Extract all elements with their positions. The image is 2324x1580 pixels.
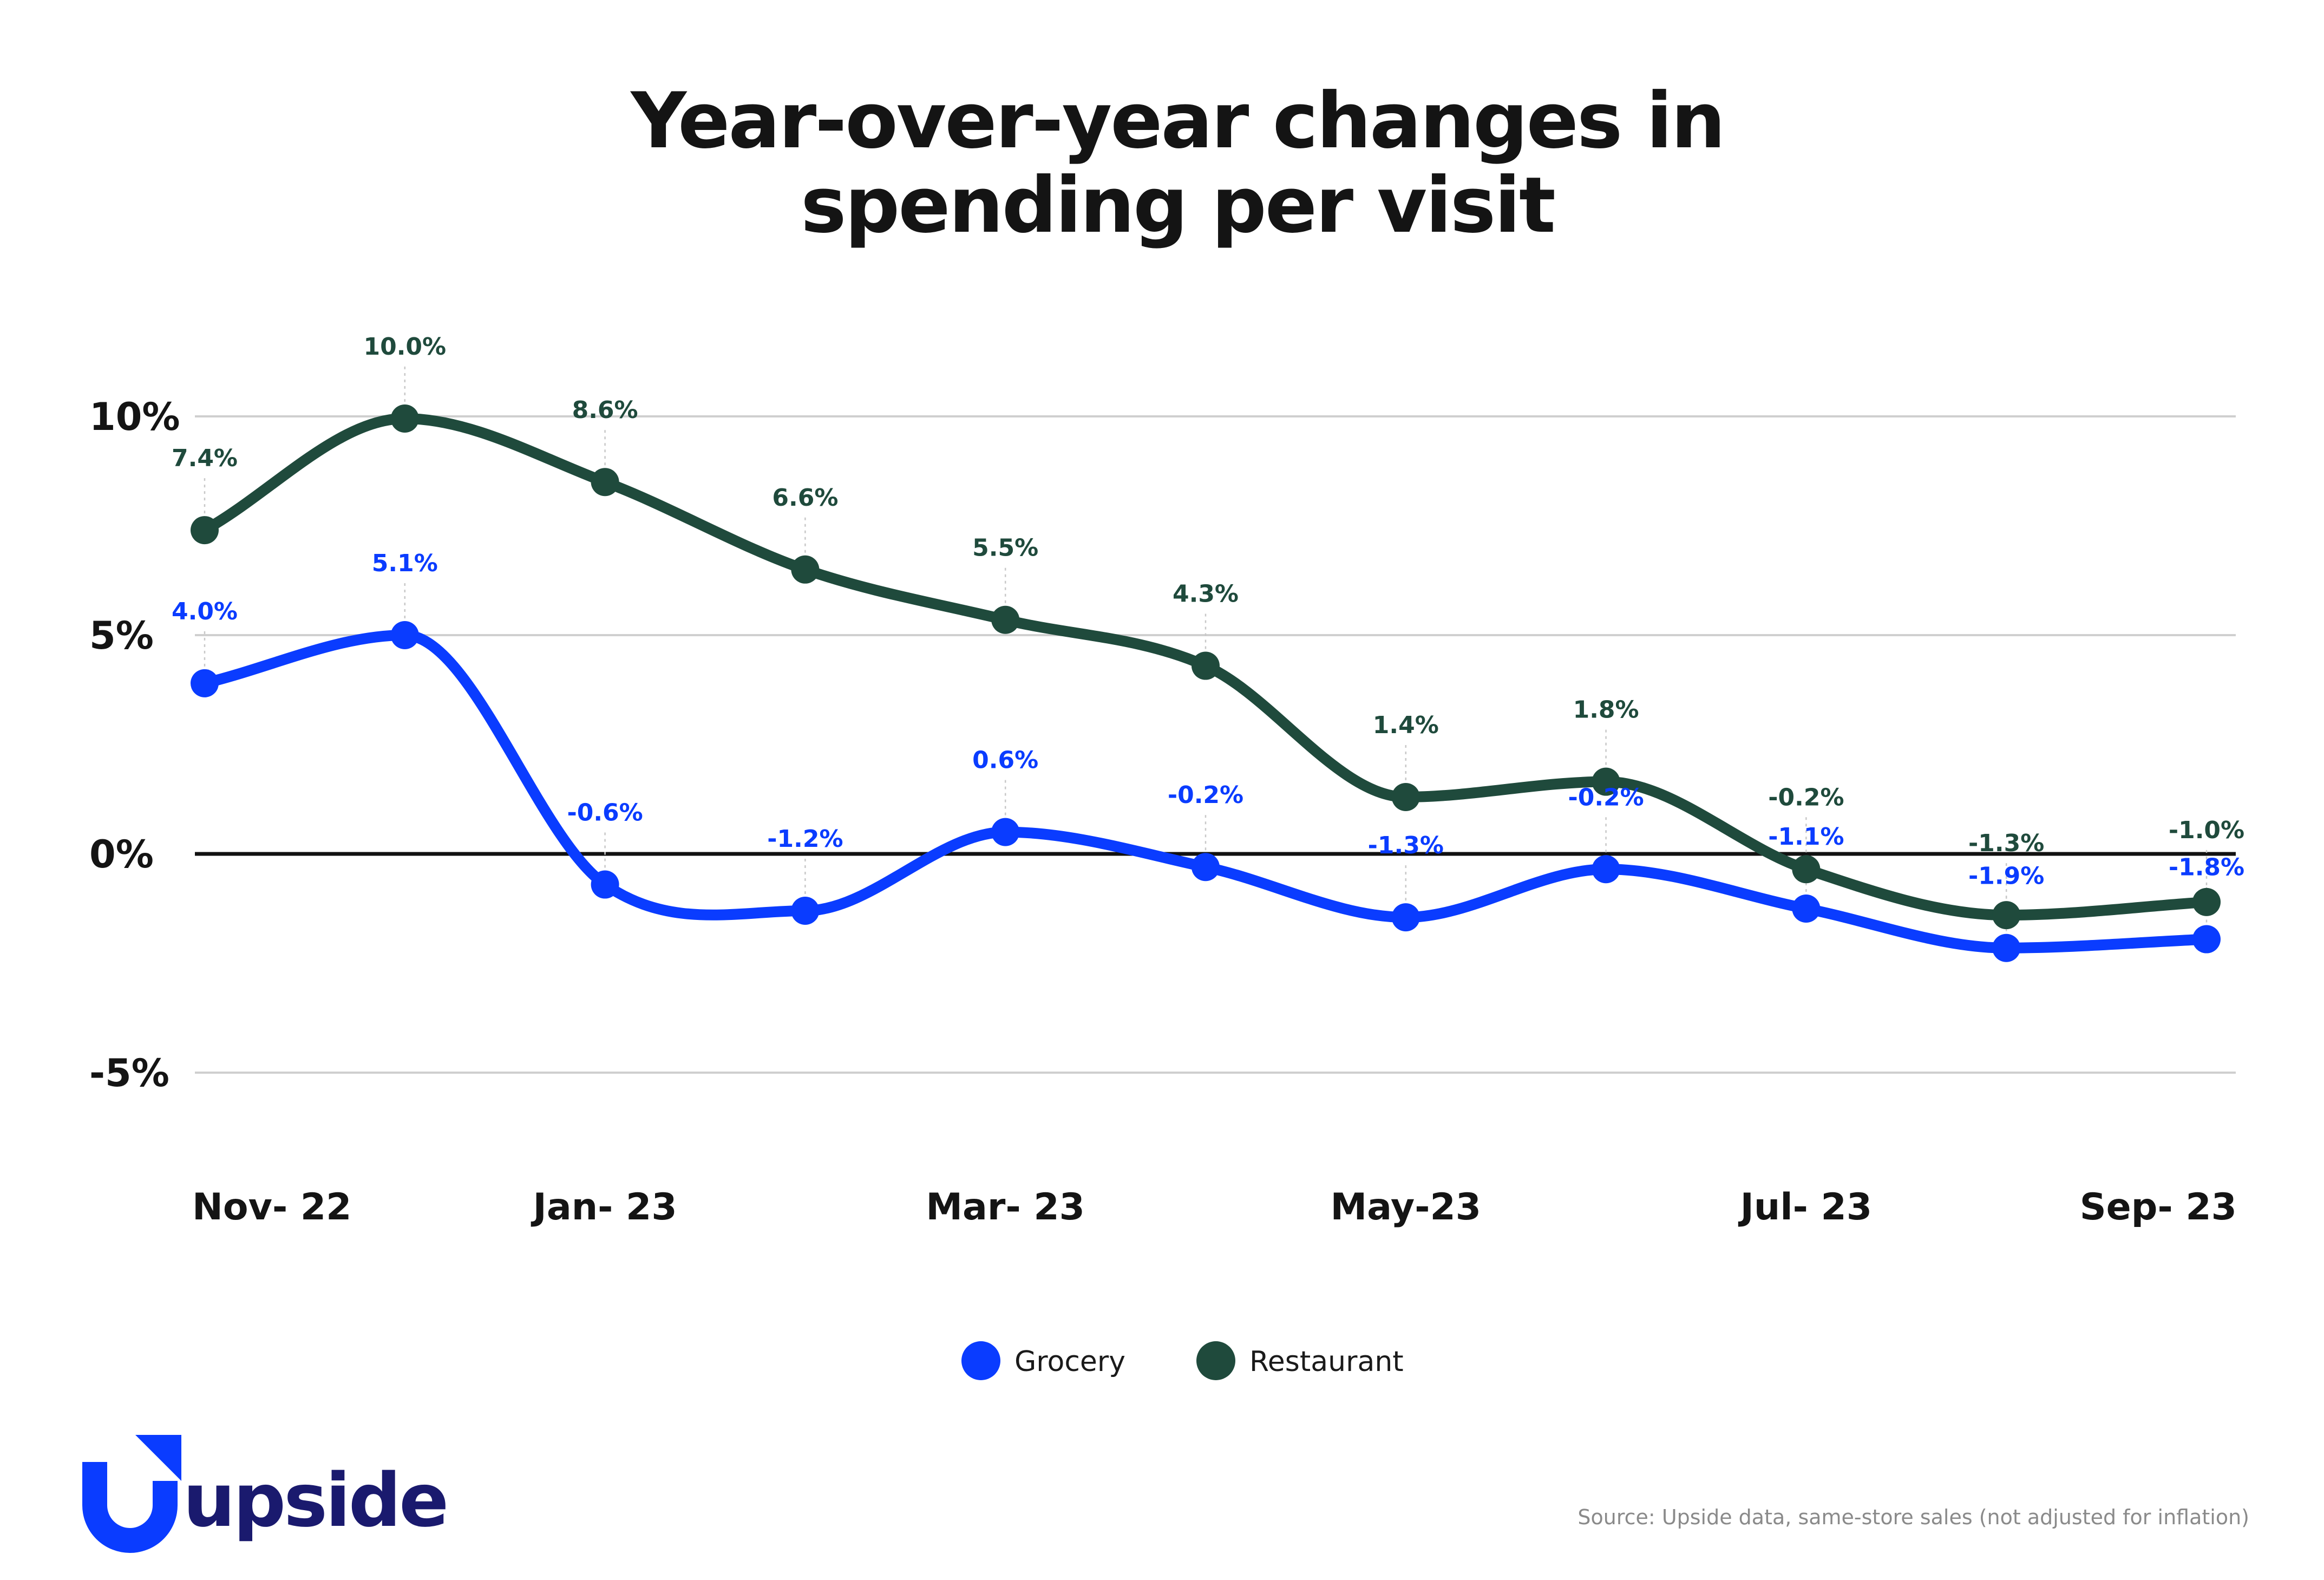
- y-tick-label: 0%: [89, 832, 154, 877]
- legend: Grocery Restaurant: [961, 1341, 1404, 1380]
- data-label-restaurant: 1.8%: [1573, 696, 1639, 724]
- data-point-grocery[interactable]: [591, 870, 619, 899]
- chart-title: Year-over-year changes in spending per v…: [630, 76, 1725, 250]
- x-tick-label: May-23: [1330, 1186, 1481, 1229]
- data-point-grocery[interactable]: [1592, 855, 1620, 884]
- data-point-restaurant[interactable]: [591, 468, 619, 497]
- legend-swatch-grocery: [961, 1341, 1000, 1380]
- x-tick-label: Jul- 23: [1738, 1186, 1873, 1229]
- data-label-grocery: -1.2%: [767, 825, 843, 853]
- y-tick-label: -5%: [89, 1051, 169, 1095]
- data-label-restaurant: 7.4%: [172, 445, 238, 472]
- label-leaders: [204, 367, 2208, 932]
- data-label-restaurant: 4.3%: [1173, 580, 1239, 608]
- data-point-grocery[interactable]: [390, 621, 419, 649]
- grid: [195, 415, 2236, 1074]
- chart-title-line-1: Year-over-year changes in: [630, 76, 1724, 166]
- legend-item-restaurant[interactable]: Restaurant: [1196, 1341, 1404, 1380]
- x-tick-label: Mar- 23: [926, 1186, 1085, 1229]
- data-label-restaurant: -0.2%: [1768, 784, 1844, 811]
- data-label-restaurant: 8.6%: [572, 396, 638, 424]
- data-label-restaurant: 10.0%: [363, 333, 446, 361]
- data-label-grocery: -0.6%: [567, 799, 643, 827]
- legend-label-grocery: Grocery: [1014, 1346, 1125, 1378]
- data-point-restaurant[interactable]: [1391, 782, 1420, 811]
- x-tick-label: Jan- 23: [531, 1186, 677, 1229]
- data-point-restaurant[interactable]: [1992, 901, 2021, 930]
- series-line-grocery: [199, 630, 2212, 954]
- data-label-restaurant: -1.0%: [2169, 817, 2244, 844]
- legend-item-grocery[interactable]: Grocery: [961, 1341, 1125, 1380]
- y-tick-label: 5%: [89, 613, 154, 658]
- data-label-grocery: -1.9%: [1968, 863, 2044, 890]
- data-label-restaurant: 5.5%: [972, 534, 1038, 562]
- brand-logo: upside: [82, 1435, 449, 1553]
- data-point-grocery[interactable]: [991, 818, 1020, 846]
- source-note: Source: Upside data, same-store sales (n…: [1577, 1505, 2249, 1529]
- x-tick-label: Sep- 23: [2080, 1186, 2237, 1229]
- data-point-grocery[interactable]: [1792, 895, 1821, 923]
- y-tick-label: 10%: [89, 395, 180, 439]
- data-point-restaurant[interactable]: [2192, 887, 2221, 916]
- data-point-restaurant[interactable]: [390, 404, 419, 433]
- data-label-restaurant: 6.6%: [772, 484, 838, 512]
- data-point-restaurant[interactable]: [1192, 651, 1220, 680]
- data-point-grocery[interactable]: [1192, 853, 1220, 882]
- data-point-restaurant[interactable]: [1592, 767, 1620, 796]
- data-label-restaurant: 1.4%: [1373, 711, 1439, 739]
- data-label-grocery: -1.8%: [2169, 854, 2244, 882]
- legend-swatch-restaurant: [1196, 1341, 1235, 1380]
- data-point-restaurant[interactable]: [991, 605, 1020, 634]
- data-label-grocery: -1.1%: [1768, 823, 1844, 851]
- data-labels: 7.4% 10.0% 8.6% 6.6% 5.5% 4.3% 1.4% 1.8% -0.2% -1…: [172, 333, 2244, 890]
- data-label-grocery: -0.2%: [1168, 781, 1243, 809]
- data-point-restaurant[interactable]: [191, 516, 219, 545]
- data-label-grocery: -0.2%: [1568, 784, 1644, 811]
- data-point-restaurant[interactable]: [791, 555, 820, 584]
- data-label-grocery: 0.6%: [972, 747, 1038, 774]
- brand-name: upside: [183, 1458, 447, 1544]
- data-label-grocery: 4.0%: [172, 598, 238, 625]
- x-axis-ticks: Nov- 22 Jan- 23 Mar- 23 May-23 Jul- 23 Sep- 2…: [192, 1186, 2237, 1229]
- chart-title-line-2: spending per visit: [801, 161, 1554, 250]
- upside-logo-icon: [82, 1435, 181, 1553]
- data-point-grocery[interactable]: [1992, 933, 2021, 962]
- data-point-restaurant[interactable]: [1792, 855, 1821, 884]
- data-point-grocery[interactable]: [791, 897, 820, 925]
- data-point-grocery[interactable]: [2192, 925, 2221, 954]
- data-label-grocery: 5.1%: [372, 550, 438, 577]
- data-label-grocery: -1.3%: [1368, 832, 1444, 859]
- data-point-grocery[interactable]: [191, 669, 219, 697]
- data-label-restaurant: -1.3%: [1968, 830, 2044, 857]
- legend-label-restaurant: Restaurant: [1249, 1346, 1404, 1378]
- data-point-grocery[interactable]: [1391, 903, 1420, 932]
- y-axis-ticks: 10% 5% 0% -5%: [89, 395, 180, 1095]
- series-points: [191, 404, 2221, 962]
- x-tick-label: Nov- 22: [192, 1186, 351, 1229]
